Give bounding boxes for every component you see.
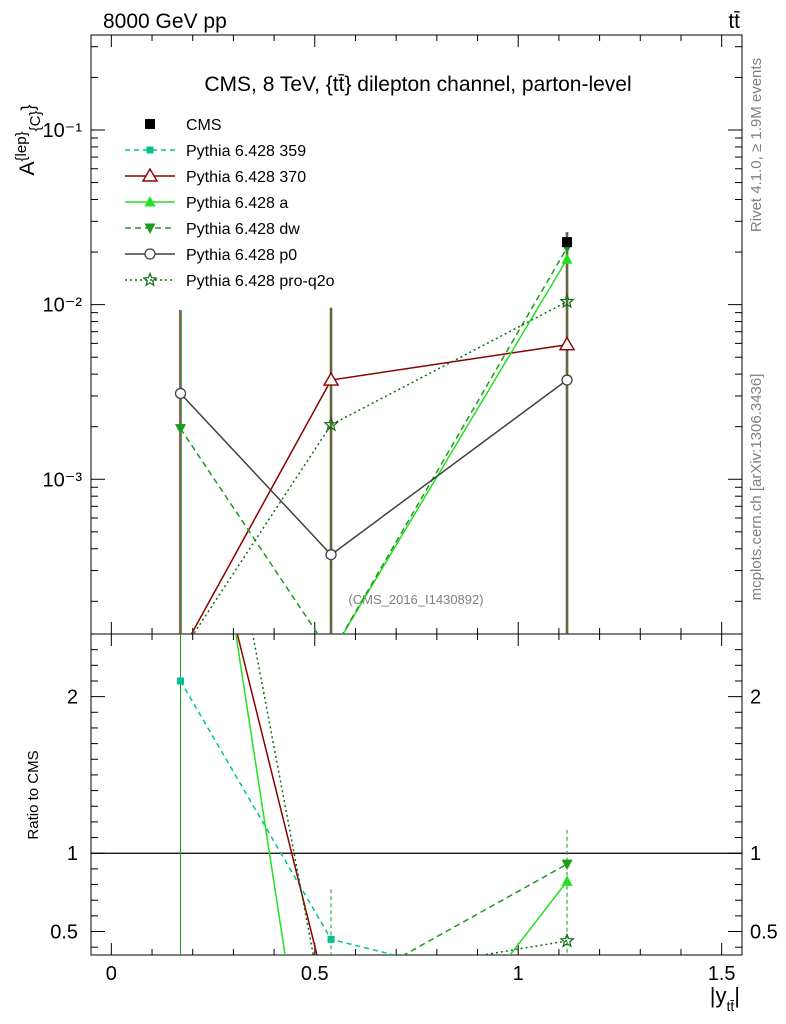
data-marker (142, 271, 158, 287)
series-line-pythia-6.428-dw (179, 247, 568, 634)
data-marker (559, 932, 575, 948)
data-marker (325, 549, 337, 561)
marker-triangle (561, 253, 573, 264)
x-tick-label: 0 (106, 963, 117, 985)
marker-square (564, 650, 571, 657)
x-axis-label: |ytt̄| (710, 983, 740, 1014)
x-tick-label: 0.5 (301, 963, 329, 985)
data-marker (144, 196, 156, 207)
mcplots-label: mcplots.cern.ch [arXiv:1306.3436] (748, 374, 765, 601)
marker-triangle-down (561, 859, 573, 871)
marker-triangle-down (175, 424, 187, 435)
main-plot-area (174, 232, 576, 660)
y-axis-label-ratio: Ratio to CMS (25, 750, 42, 839)
ratio-plot-area (177, 634, 575, 955)
marker-star (559, 293, 575, 309)
marker-square (328, 650, 335, 657)
data-marker (561, 374, 573, 386)
data-marker (561, 253, 573, 264)
data-marker (561, 875, 573, 886)
marker-square (327, 935, 335, 943)
y-tick-label-ratio-left: 0.5 (50, 922, 78, 944)
marker-square (146, 146, 154, 154)
legend-label: Pythia 6.428 370 (186, 169, 306, 186)
series-line-pythia-6.428-p0 (179, 379, 568, 556)
legend-label: Pythia 6.428 p0 (186, 247, 297, 264)
legend-label: Pythia 6.428 dw (186, 221, 300, 238)
marker-triangle-open (322, 371, 340, 386)
data-marker (562, 237, 573, 248)
energy-label: 8000 GeV pp (103, 10, 227, 33)
data-marker (326, 649, 337, 660)
marker-circle-open (144, 248, 156, 260)
y-tick-label-ratio-left: 2 (67, 687, 78, 709)
x-tick-label: 1 (513, 963, 524, 985)
legend-label: Pythia 6.428 359 (186, 143, 306, 160)
marker-circle-open (174, 387, 187, 400)
marker-triangle-open (558, 336, 576, 351)
y-tick-label-ratio-right: 0.5 (750, 922, 778, 944)
y-tick-label-ratio-right: 1 (750, 843, 761, 865)
ratio-line-pythia-6.428-dw (402, 863, 568, 955)
data-marker (323, 416, 339, 432)
data-marker (141, 167, 159, 182)
legend: CMS Pythia 6.428 359 Pythia 6.428 370 Pythi… (125, 117, 335, 290)
process-label: tt̄ (728, 10, 740, 33)
data-marker (326, 648, 337, 659)
legend-label-cms: CMS (186, 117, 222, 134)
data-marker (144, 248, 156, 260)
chart-title: CMS, 8 TeV, {tt̄} dilepton channel, part… (204, 73, 631, 96)
y-tick-label-main: 10⁻³ (43, 469, 83, 491)
data-marker (327, 935, 335, 943)
ratio-line-pythia-6.428-370 (236, 634, 318, 955)
legend-label: Pythia 6.428 pro-q2o (186, 273, 335, 290)
marker-square (145, 119, 155, 129)
data-marker (175, 424, 187, 435)
marker-square (177, 677, 185, 685)
data-marker (322, 371, 340, 386)
y-tick-label-main: 10⁻¹ (43, 120, 83, 142)
marker-triangle (144, 196, 156, 207)
ratio-panel-frame (90, 633, 743, 956)
analysis-watermark: (CMS_2016_I1430892) (348, 592, 483, 607)
data-marker (558, 336, 576, 351)
data-marker (174, 387, 187, 400)
series-line-pythia-6.428-a (342, 258, 568, 634)
x-tick-label: 1.5 (708, 963, 736, 985)
ratio-line-pythia-6.428-pro-q2o (251, 634, 568, 955)
data-marker (145, 119, 155, 129)
marker-star (559, 932, 575, 948)
y-tick-label-main: 10⁻² (43, 295, 83, 317)
ratio-line-pythia-6.428-359 (179, 680, 398, 955)
ratio-line-pythia-6.428-a (235, 634, 568, 955)
y-tick-label-ratio-left: 1 (67, 843, 78, 865)
marker-circle-open (561, 374, 573, 386)
marker-square (562, 237, 573, 248)
data-marker (144, 223, 156, 234)
data-marker (146, 146, 154, 154)
marker-triangle-down (326, 649, 337, 660)
marker-triangle-open (141, 167, 159, 182)
marker-circle-open (325, 549, 337, 561)
legend-label: Pythia 6.428 a (186, 195, 288, 212)
y-axis-label-main: A{lep}{C}} (13, 105, 44, 176)
y-tick-label-ratio-right: 2 (750, 687, 761, 709)
data-marker (564, 650, 571, 657)
series-line-pythia-6.428-pro-q2o (192, 301, 568, 634)
marker-triangle (561, 875, 573, 886)
marker-star (142, 271, 158, 287)
marker-star (323, 416, 339, 432)
rivet-label: Rivet 4.1.0, ≥ 1.9M events (748, 58, 765, 232)
series-line-pythia-6.428-370 (190, 343, 568, 634)
data-marker (177, 677, 185, 685)
data-marker (328, 650, 335, 657)
marker-triangle (326, 648, 337, 659)
marker-triangle-down (144, 223, 156, 234)
data-marker (561, 859, 573, 871)
data-marker (559, 293, 575, 309)
